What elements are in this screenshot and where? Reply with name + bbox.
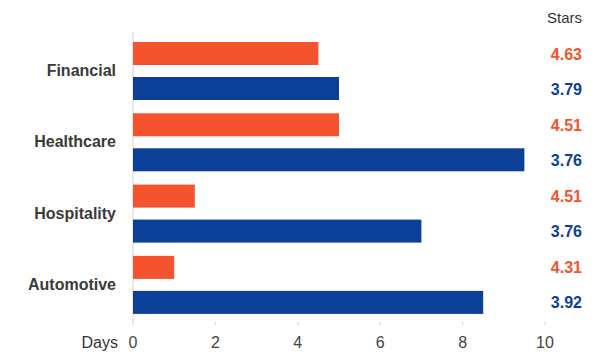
x-tick-label: 10 bbox=[536, 334, 554, 351]
chart-svg: Financial 4.63 3.79 Healthcare 4.51 3.76 Hospi… bbox=[0, 0, 600, 362]
stars-value: 4.51 bbox=[551, 117, 582, 134]
bar bbox=[133, 291, 483, 314]
x-tick bbox=[380, 322, 381, 325]
stars-value: 4.51 bbox=[551, 188, 582, 205]
x-tick bbox=[215, 322, 216, 325]
bar bbox=[133, 42, 318, 65]
bars bbox=[133, 42, 524, 314]
category-label: Healthcare bbox=[34, 133, 116, 150]
bar bbox=[133, 256, 174, 279]
x-tick bbox=[297, 322, 298, 325]
stars-value: 4.31 bbox=[551, 259, 582, 276]
stars-header: Stars bbox=[547, 9, 582, 26]
stars-value: 3.76 bbox=[551, 152, 582, 169]
x-tick bbox=[545, 322, 546, 325]
x-tick-label: 2 bbox=[211, 334, 220, 351]
category-label: Hospitality bbox=[34, 205, 116, 222]
bar bbox=[133, 113, 339, 136]
x-tick bbox=[462, 322, 463, 325]
stars-value: 3.76 bbox=[551, 223, 582, 240]
bar bbox=[133, 77, 339, 100]
category-label: Financial bbox=[47, 62, 116, 79]
stars-value: 3.92 bbox=[551, 294, 582, 311]
x-tick-label: 4 bbox=[293, 334, 302, 351]
x-tick bbox=[133, 322, 134, 325]
x-tick-label: 6 bbox=[376, 334, 385, 351]
bar bbox=[133, 185, 195, 208]
stars-value: 4.63 bbox=[551, 46, 582, 63]
x-axis-label: Days bbox=[82, 334, 118, 351]
category-label: Automotive bbox=[28, 276, 116, 293]
stars-value: 3.79 bbox=[551, 81, 582, 98]
x-tick-label: 0 bbox=[129, 334, 138, 351]
x-tick-label: 8 bbox=[458, 334, 467, 351]
bar bbox=[133, 148, 524, 171]
chart-container: Financial 4.63 3.79 Healthcare 4.51 3.76 Hospi… bbox=[0, 0, 600, 362]
bar bbox=[133, 220, 421, 243]
